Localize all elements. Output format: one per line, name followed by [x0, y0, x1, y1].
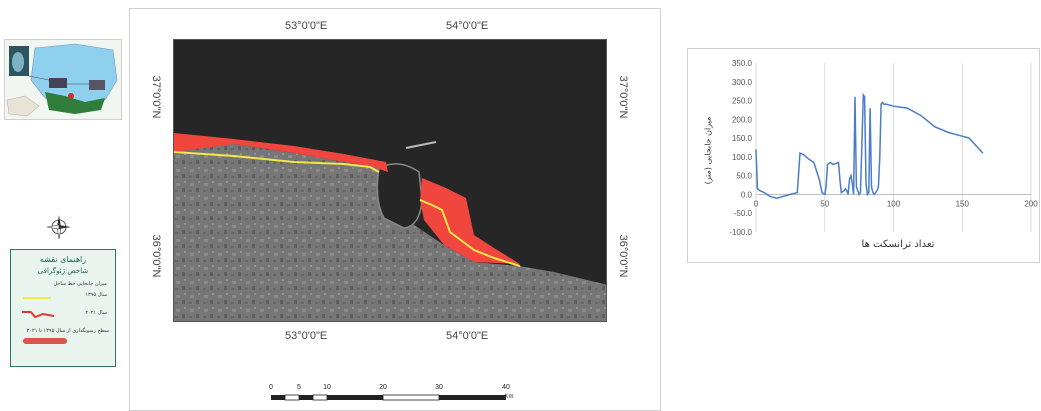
map-legend: راهنمای نقشه شاخص ژئوگرافی میزان جابجایی… [10, 249, 116, 367]
x-tick-label: 100 [887, 199, 901, 208]
inset-location-map [4, 39, 122, 120]
line-chart: 350.0 300.0 250.0 200.0 150.0 100.0 50.0 0.0 -50… [729, 59, 1038, 237]
legend-label-1995: سال ۱۳۹۵ [85, 292, 107, 298]
legend-label-area: سطح رسوبگذاری از سال ۱۳۹۵ تا ۲۰۲۱ [26, 328, 109, 334]
y-tick-label: 350.0 [732, 59, 753, 68]
x-tick-label: 200 [1024, 199, 1038, 208]
left-coord-label: 37°0'0"N [150, 75, 162, 119]
top-coord-label: 53°0'0"E [285, 20, 328, 32]
chart-panel: 350.0 300.0 250.0 200.0 150.0 100.0 50.0 0.0 -50… [687, 48, 1040, 263]
bottom-coord-label: 54°0'0"E [446, 330, 489, 342]
top-coord-label: 54°0'0"E [446, 20, 489, 32]
north-arrow-icon [45, 213, 73, 241]
shoreline-2021-swatch [22, 311, 55, 319]
scale-tick-label: 20 [379, 384, 387, 391]
chart-y-axis-title: میزان جابجایی (متر) [703, 116, 713, 185]
scale-bar-graphic [271, 394, 506, 401]
right-coord-label: 37°0'0"N [617, 75, 629, 119]
legend-title: راهنمای نقشه [39, 255, 87, 264]
x-tick-label: 50 [820, 199, 829, 208]
scale-bar: 0 5 10 20 30 40 Km [269, 384, 514, 406]
scale-tick-label: 10 [323, 384, 331, 391]
satellite-map [173, 39, 607, 322]
shoreline-1995-swatch [23, 297, 51, 299]
y-tick-label: 200.0 [732, 115, 753, 124]
x-tick-label: 150 [956, 199, 970, 208]
legend-item-1995: سال ۱۳۹۵ [11, 290, 115, 304]
scale-tick-label: 5 [297, 384, 301, 391]
y-tick-label: 0.0 [741, 190, 753, 199]
deposition-area-swatch [23, 338, 67, 344]
y-tick-label: -100.0 [729, 228, 752, 237]
bottom-coord-label: 53°0'0"E [285, 330, 328, 342]
legend-item-2021: سال ۲۰۲۱ [11, 308, 115, 322]
scale-tick-label: 30 [435, 384, 443, 391]
legend-subtitle: شاخص ژئوگرافی [37, 267, 89, 275]
legend-heading: میزان جابجایی خط ساحل [53, 281, 107, 287]
satellite-image [174, 40, 606, 321]
chart-x-axis-title: تعداد ترانسکت ها [861, 239, 935, 250]
y-tick-label: -50.0 [734, 209, 753, 218]
y-tick-label: 100.0 [732, 153, 753, 162]
y-tick-label: 300.0 [732, 78, 753, 87]
scale-tick-label: 40 [502, 384, 510, 391]
right-coord-label: 36°0'0"N [617, 234, 629, 278]
y-tick-label: 250.0 [732, 97, 753, 106]
scale-unit: Km [504, 394, 514, 400]
left-coord-label: 36°0'0"N [150, 234, 162, 278]
inset-map-graphic [5, 40, 121, 119]
y-tick-label: 150.0 [732, 134, 753, 143]
x-tick-label: 0 [754, 199, 759, 208]
series-line [755, 92, 984, 199]
legend-label-2021: سال ۲۰۲۱ [85, 310, 107, 316]
scale-tick-label: 0 [269, 384, 273, 391]
y-tick-label: 50.0 [736, 172, 752, 181]
